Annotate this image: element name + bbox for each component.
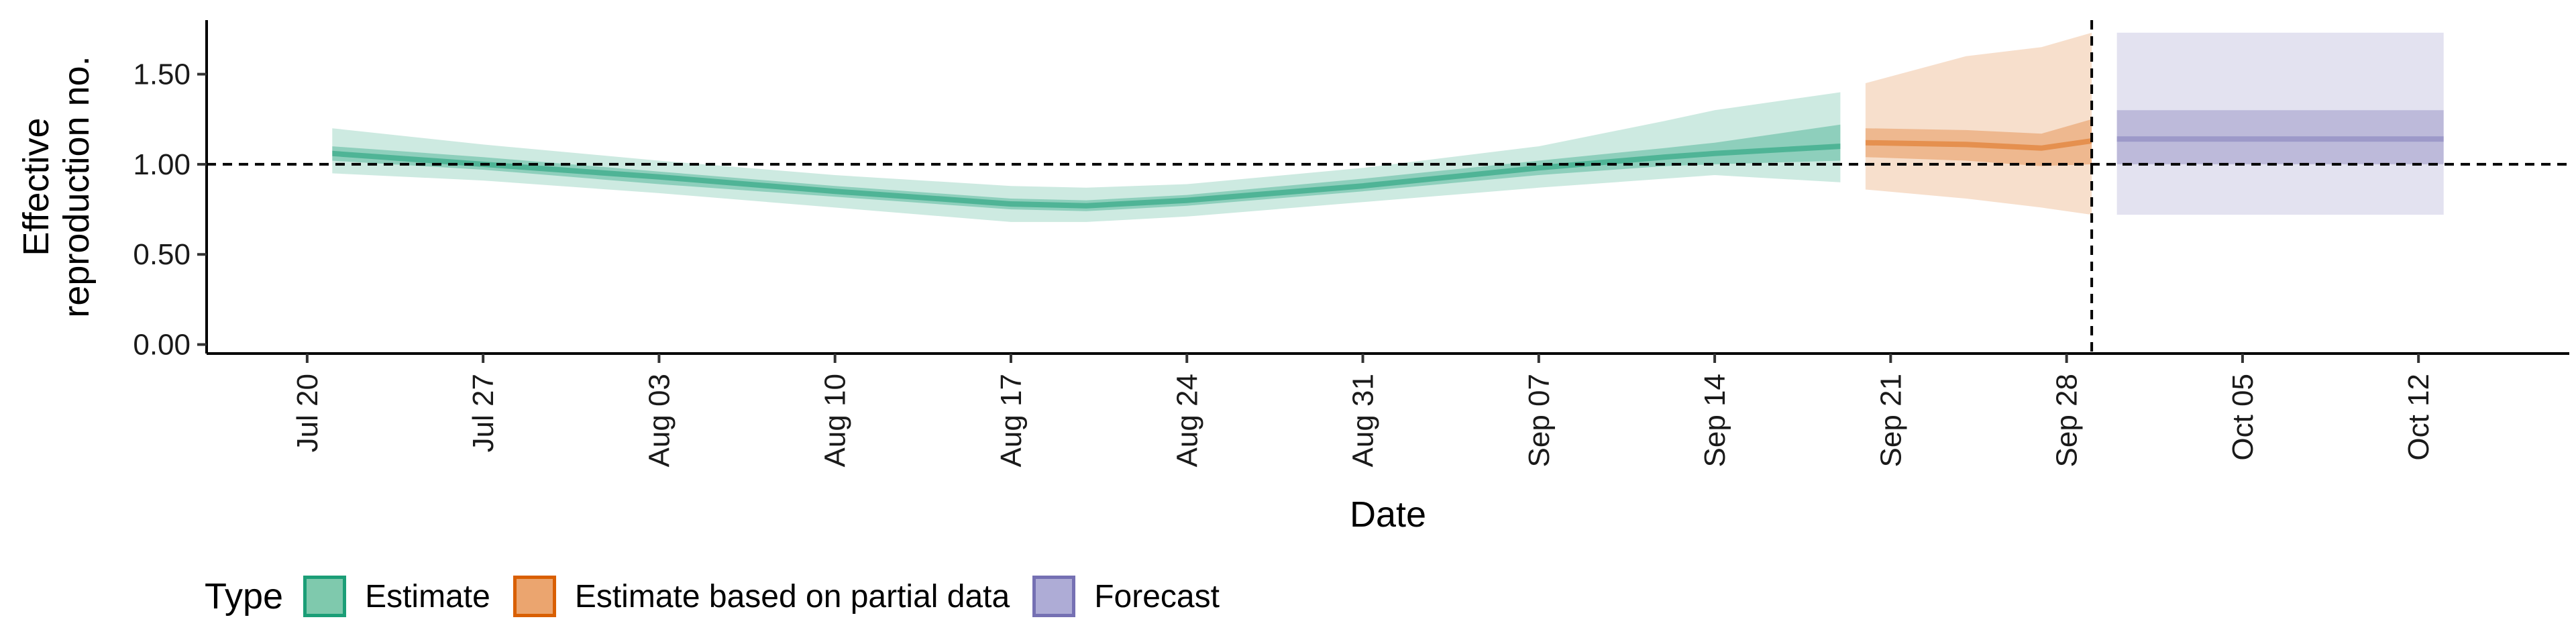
legend-item-estimate: Estimate — [303, 576, 490, 617]
y-tick-label: 0.50 — [133, 238, 191, 271]
y-axis-title-line: reproduction no. — [56, 56, 97, 317]
x-tick-label: Jul 27 — [467, 374, 500, 452]
x-tick-label: Jul 20 — [291, 374, 324, 452]
axes: 0.00 0.50 1.00 1.50 Jul 20 Jul 27 Aug 03 Aug 10… — [133, 20, 2569, 467]
x-tick-label: Aug 24 — [1171, 374, 1203, 467]
x-tick-label: Oct 12 — [2402, 374, 2435, 461]
legend-label-estimate: Estimate — [365, 578, 490, 614]
legend-swatch-estimate — [303, 576, 347, 617]
legend-title: Type — [205, 576, 284, 616]
y-axis-title: Effective reproduction no. — [16, 56, 97, 317]
series-bands — [332, 32, 2444, 222]
median-line — [2116, 136, 2444, 142]
series-estimate — [332, 92, 1841, 222]
series-forecast — [2116, 32, 2444, 215]
legend-label-forecast: Forecast — [1094, 578, 1220, 614]
x-tick-label: Aug 17 — [995, 374, 1028, 467]
band-90 — [332, 92, 1841, 222]
median-line — [332, 144, 1841, 209]
legend-item-forecast: Forecast — [1032, 576, 1220, 617]
x-axis-title: Date — [1350, 494, 1426, 535]
legend: Type Estimate Estimate based on partial … — [205, 576, 1242, 617]
legend-label-partial: Estimate based on partial data — [574, 578, 1010, 614]
band-50 — [2116, 110, 2444, 164]
y-tick-label: 1.50 — [133, 58, 191, 91]
x-tick-label: Oct 05 — [2226, 374, 2259, 461]
legend-item-partial: Estimate based on partial data — [513, 576, 1010, 617]
legend-swatch-forecast — [1032, 576, 1076, 617]
x-tick-label: Sep 21 — [1874, 374, 1907, 467]
series-estimate-based-on-partial-data — [1865, 32, 2092, 215]
reference-lines — [207, 20, 2569, 354]
x-tick-label: Sep 07 — [1523, 374, 1556, 467]
y-tick-label: 1.00 — [133, 148, 191, 181]
median-line — [1865, 138, 2092, 151]
band-90 — [2116, 32, 2444, 215]
y-tick-label: 0.00 — [133, 329, 191, 362]
x-tick-label: Sep 28 — [2051, 374, 2084, 467]
y-axis-title-line: Effective — [16, 117, 56, 256]
legend-swatch-partial — [513, 576, 556, 617]
x-tick-label: Aug 03 — [643, 374, 676, 467]
x-axis-title-text: Date — [1350, 494, 1426, 535]
x-tick-label: Aug 31 — [1347, 374, 1380, 467]
band-50 — [1865, 119, 2092, 166]
x-tick-label: Aug 10 — [819, 374, 852, 467]
band-90 — [1865, 32, 2092, 215]
x-tick-label: Sep 14 — [1699, 374, 1731, 467]
